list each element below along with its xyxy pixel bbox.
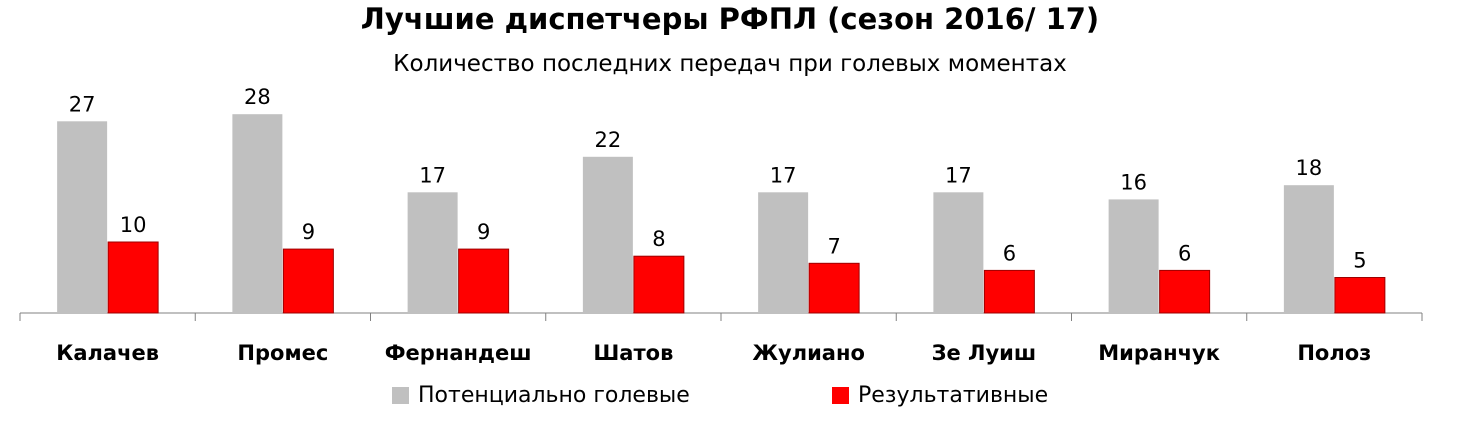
legend-label-potential: Потенциально голевые	[418, 382, 690, 408]
data-label-effective-5: 7	[827, 234, 840, 258]
bar-potential-1	[57, 121, 108, 313]
bar-effective-8	[1334, 277, 1386, 314]
category-label-3: Фернандеш	[385, 341, 532, 365]
chart-title: Лучшие диспетчеры РФПЛ (сезон 2016/ 17)	[360, 2, 1100, 36]
bar-potential-4	[582, 156, 633, 313]
data-label-potential-8: 18	[1296, 156, 1323, 180]
bar-potential-8	[1283, 185, 1334, 313]
category-label-2: Промес	[237, 341, 328, 365]
legend-item-potential: Потенциально голевые	[392, 380, 690, 410]
bar-effective-5	[808, 262, 860, 314]
data-label-potential-1: 27	[69, 92, 96, 116]
category-label-8: Полоз	[1297, 341, 1371, 365]
bar-potential-5	[758, 192, 809, 313]
data-label-effective-2: 9	[302, 220, 315, 244]
data-label-effective-8: 5	[1353, 249, 1366, 273]
data-label-potential-4: 22	[595, 128, 622, 152]
legend-swatch-effective	[832, 386, 849, 404]
data-label-potential-7: 16	[1120, 170, 1147, 194]
chart-subtitle: Количество последних передач при голевых…	[393, 51, 1067, 77]
category-label-4: Шатов	[593, 341, 673, 365]
bar-effective-2	[282, 248, 334, 314]
data-label-potential-2: 28	[244, 85, 271, 109]
category-label-5: Жулиано	[752, 341, 865, 365]
bar-effective-1	[107, 241, 159, 314]
bar-effective-4	[633, 255, 685, 314]
bar-potential-7	[1108, 199, 1159, 313]
legend-label-effective: Результативные	[858, 382, 1049, 408]
data-label-potential-3: 17	[419, 163, 446, 187]
category-label-7: Миранчук	[1098, 341, 1220, 365]
bar-potential-3	[407, 192, 458, 313]
data-label-effective-6: 6	[1003, 241, 1016, 265]
data-label-potential-5: 17	[770, 163, 797, 187]
bar-potential-2	[232, 114, 283, 313]
bar-effective-3	[458, 248, 510, 314]
data-label-potential-6: 17	[945, 163, 972, 187]
legend-item-effective: Результативные	[832, 380, 1048, 410]
bar-effective-7	[1159, 269, 1211, 314]
bar-effective-6	[983, 269, 1035, 314]
legend-swatch-potential	[392, 386, 409, 404]
category-label-6: Зе Луиш	[932, 341, 1037, 365]
data-label-effective-4: 8	[652, 227, 665, 251]
data-label-effective-1: 10	[120, 213, 147, 237]
category-label-1: Калачев	[56, 341, 159, 365]
data-label-effective-7: 6	[1178, 241, 1191, 265]
bar-potential-6	[933, 192, 984, 313]
data-label-effective-3: 9	[477, 220, 490, 244]
